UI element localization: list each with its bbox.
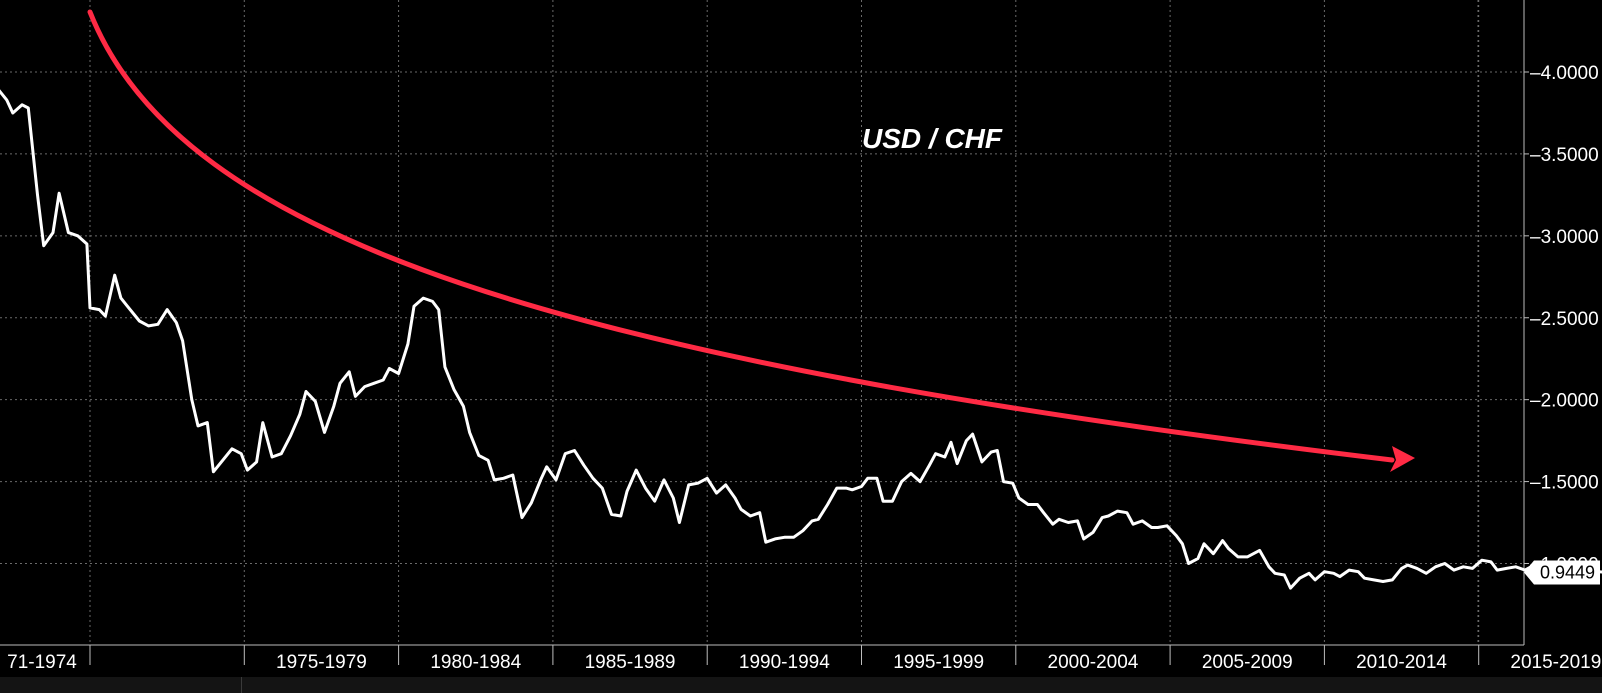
x-tick-label: 2015-2019 xyxy=(1510,652,1601,673)
x-tick-label: 1975-1979 xyxy=(276,652,367,673)
usd-chf-chart: –4.0000 –3.5000 –3.0000 –2.5000 –2.0000 –1.50… xyxy=(0,0,1602,677)
chart-title: USD / CHF xyxy=(862,123,1003,154)
series-group xyxy=(0,89,1602,590)
axes xyxy=(0,0,1529,665)
x-tick-label: 1990-1994 xyxy=(739,652,830,673)
y-tick-label: –1.5000 xyxy=(1530,473,1599,494)
x-tick-label: 2005-2009 xyxy=(1202,652,1293,673)
axis-labels: –4.0000 –3.5000 –3.0000 –2.5000 –2.0000 –1.50… xyxy=(7,63,1601,673)
last-value-label: 0.9449 xyxy=(1540,563,1595,583)
trend-arrow xyxy=(87,9,1415,472)
y-tick-label: –2.0000 xyxy=(1530,391,1599,412)
y-tick-label: –3.0000 xyxy=(1530,227,1599,248)
y-tick-label: –4.0000 xyxy=(1530,63,1599,84)
x-tick-label: 1985-1989 xyxy=(585,652,676,673)
y-tick-label: –3.5000 xyxy=(1530,145,1599,166)
x-tick-label: 1980-1984 xyxy=(430,652,521,673)
bottom-strip-divider xyxy=(241,677,242,693)
trend-arrow-curve xyxy=(87,9,1395,463)
gridlines xyxy=(0,0,1524,645)
x-tick-label: 2000-2004 xyxy=(1048,652,1139,673)
chart-background xyxy=(0,0,1602,677)
bottom-scroll-strip xyxy=(0,677,1602,693)
x-tick-label: 1995-1999 xyxy=(893,652,984,673)
trend-arrow-head xyxy=(1390,446,1415,472)
usd-chf-series-line xyxy=(0,89,1602,590)
x-tick-label: 2010-2014 xyxy=(1356,652,1447,673)
x-tick-label: 71-1974 xyxy=(7,652,77,673)
last-value-box xyxy=(1524,560,1600,585)
y-tick-label: –2.5000 xyxy=(1530,309,1599,330)
